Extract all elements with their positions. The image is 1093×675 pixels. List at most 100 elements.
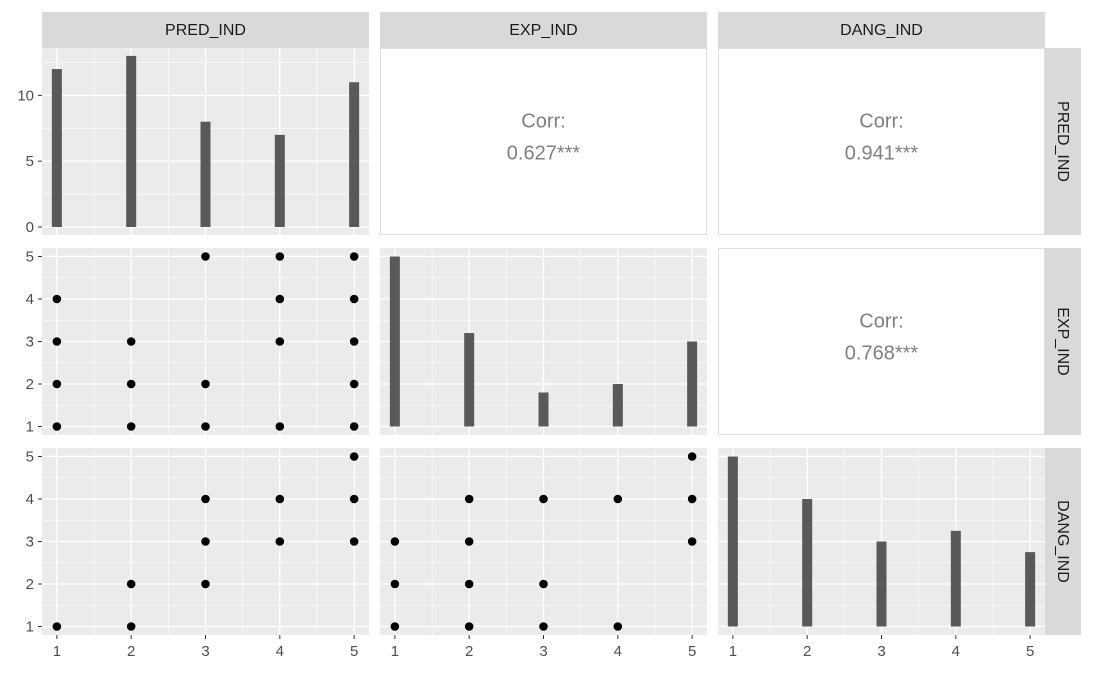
histogram-bar-exp_ind-5 <box>687 341 698 427</box>
y-axis-tick-label: 1 <box>26 619 34 636</box>
scatter-point <box>201 379 210 389</box>
x-axis-tick-label: 1 <box>729 643 737 660</box>
scatter-point <box>349 422 359 431</box>
scatter-point <box>275 537 285 546</box>
histogram-bar-dang_ind-1 <box>727 456 738 627</box>
scatter-point <box>52 337 62 346</box>
scatter-point <box>349 252 359 261</box>
scatter-point <box>201 422 210 431</box>
scatter-point <box>126 622 136 631</box>
x-axis-tick-label: 2 <box>803 643 811 660</box>
strip-background <box>1045 448 1081 635</box>
scatter-point <box>349 294 359 304</box>
scatter-point <box>687 537 697 546</box>
scatter-point <box>464 579 474 589</box>
correlation-label: Corr: <box>859 111 903 133</box>
x-axis-tick-label: 5 <box>350 643 358 660</box>
scatter-point <box>349 337 359 346</box>
x-axis-tick-label: 2 <box>127 643 135 660</box>
y-axis-tick-label: 5 <box>26 249 34 266</box>
y-axis-tick-label: 2 <box>26 576 34 593</box>
x-axis-tick-label: 4 <box>614 643 622 660</box>
strip-background <box>718 12 1045 48</box>
scatter-point <box>464 537 474 546</box>
x-axis-tick-label: 5 <box>688 643 696 660</box>
x-axis-tick-label: 1 <box>391 643 399 660</box>
correlation-panel-exp_ind-pred_ind: Corr: 0.627*** <box>380 48 707 235</box>
histogram-bar-pred_ind-2 <box>126 55 137 227</box>
scatter-panel-pred_ind-exp_ind <box>42 248 369 435</box>
panel-background <box>718 48 1045 235</box>
scatter-point <box>201 537 210 546</box>
scatter-point <box>126 337 136 346</box>
x-axis-tick-label: 1 <box>53 643 61 660</box>
column-strip-exp_ind: EXP_IND <box>380 12 707 48</box>
scatter-point <box>52 379 62 389</box>
y-axis-tick-label: 1 <box>26 419 34 436</box>
scatter-point <box>52 422 62 431</box>
histogram-panel-dang_ind <box>718 448 1045 635</box>
scatter-point <box>126 422 136 431</box>
row-strip-exp_ind: EXP_IND <box>1045 248 1081 435</box>
column-strip-label: EXP_IND <box>509 22 577 39</box>
row-strip-label: PRED_IND <box>1054 101 1071 182</box>
strip-background <box>1045 248 1081 435</box>
scatter-point <box>349 379 359 389</box>
x-axis-tick-label: 2 <box>465 643 473 660</box>
scatter-point <box>539 622 548 631</box>
scatter-point <box>275 337 285 346</box>
y-axis-tick-label: 4 <box>26 491 34 508</box>
correlation-value: 0.627*** <box>507 143 581 165</box>
correlation-label: Corr: <box>521 111 565 133</box>
strip-background <box>42 12 369 48</box>
x-axis-tick-label: 3 <box>539 643 547 660</box>
column-strip-pred_ind: PRED_IND <box>42 12 369 48</box>
x-axis-tick-label: 3 <box>877 643 885 660</box>
scatter-point <box>613 494 623 504</box>
x-axis-tick-label: 4 <box>276 643 284 660</box>
panel-background <box>380 48 707 235</box>
column-strip-dang_ind: DANG_IND <box>718 12 1045 48</box>
histogram-bar-pred_ind-3 <box>200 121 211 227</box>
scatter-point <box>349 537 359 546</box>
histogram-bar-exp_ind-2 <box>464 333 475 427</box>
row-strip-label: DANG_IND <box>1054 500 1071 583</box>
scatter-point <box>349 452 359 461</box>
scatter-point <box>464 622 474 631</box>
scatter-point <box>687 494 697 504</box>
histogram-panel-pred_ind <box>42 48 369 235</box>
y-axis-tick-label: 3 <box>26 334 34 351</box>
histogram-bar-dang_ind-5 <box>1025 552 1036 627</box>
scatter-point <box>464 494 474 504</box>
strip-background <box>1045 48 1081 235</box>
scatter-point <box>687 452 697 461</box>
histogram-bar-exp_ind-1 <box>389 256 400 427</box>
histogram-bar-dang_ind-3 <box>876 541 887 627</box>
y-axis-tick-label: 10 <box>17 87 34 104</box>
scatter-point <box>126 379 136 389</box>
histogram-bar-exp_ind-3 <box>538 392 549 427</box>
scatter-point <box>613 622 623 631</box>
scatter-point <box>126 579 136 589</box>
scatter-panel-exp_ind-dang_ind <box>380 448 707 635</box>
scatter-point <box>390 579 400 589</box>
scatter-point <box>52 294 62 304</box>
y-axis-tick-label: 5 <box>26 153 34 170</box>
histogram-bar-dang_ind-2 <box>802 499 813 627</box>
scatter-point <box>275 294 285 304</box>
scatter-point <box>390 537 400 546</box>
scatter-point <box>539 494 548 504</box>
scatter-point <box>52 622 62 631</box>
y-axis-tick-label: 5 <box>26 449 34 466</box>
histogram-bar-exp_ind-4 <box>612 384 623 427</box>
correlation-value: 0.941*** <box>845 143 919 165</box>
histogram-panel-exp_ind <box>380 248 707 435</box>
y-axis-tick-label: 0 <box>26 219 34 236</box>
histogram-bar-pred_ind-5 <box>349 82 360 228</box>
scatter-point <box>201 252 210 261</box>
scatter-point <box>275 252 285 261</box>
histogram-bar-dang_ind-4 <box>950 530 961 627</box>
panel-background <box>718 248 1045 435</box>
correlation-panel-dang_ind-pred_ind: Corr: 0.941*** <box>718 48 1045 235</box>
